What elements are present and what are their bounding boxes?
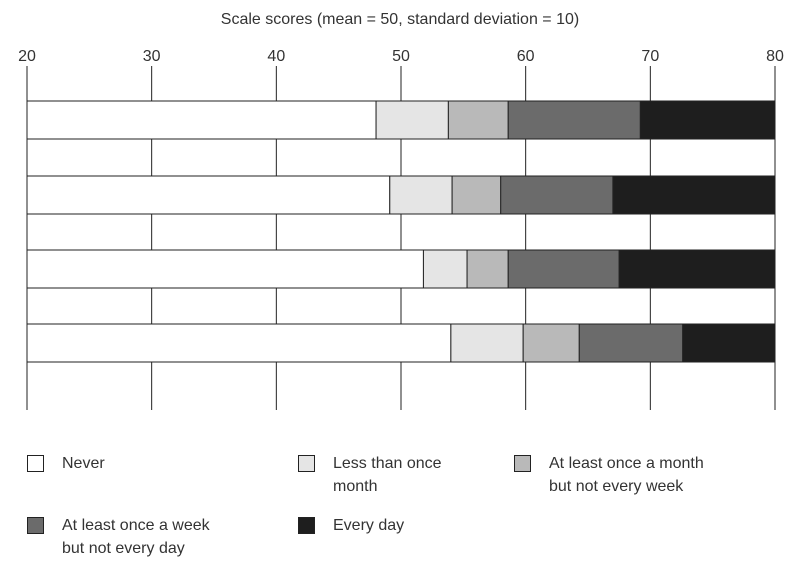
bar-4-segment-4: [578, 323, 684, 363]
bar-2-segment-1: [26, 175, 391, 215]
bar-3-segment-5: [618, 249, 776, 289]
x-tick-label-60: 60: [517, 48, 535, 65]
bar-4-segment-1: [26, 323, 452, 363]
legend-item-once-a-week: At least once a week but not every day: [27, 514, 210, 560]
bar-3-segment-3: [466, 249, 509, 289]
x-tick-label-20: 20: [18, 48, 36, 65]
legend-swatch-once-a-month: [514, 455, 531, 472]
bar-1-segment-2: [375, 100, 449, 140]
x-tick-label-40: 40: [267, 48, 285, 65]
legend-item-every-day: Every day: [298, 514, 404, 537]
x-tick-label-70: 70: [641, 48, 659, 65]
bars: [26, 100, 776, 363]
x-tick-label-30: 30: [143, 48, 161, 65]
legend-label-less-than-once-month: Less than once month: [333, 455, 442, 495]
bar-4-segment-5: [682, 323, 776, 363]
x-tick-labels: 20 30 40 50 60 70 80: [18, 48, 784, 65]
legend-item-never: Never: [27, 452, 105, 475]
legend-swatch-every-day: [298, 517, 315, 534]
bar-4-segment-2: [450, 323, 524, 363]
bar-3-segment-4: [507, 249, 620, 289]
x-axis-title: Scale scores (mean = 50, standard deviat…: [221, 11, 579, 28]
legend-label-every-day: Every day: [333, 517, 405, 534]
bar-1-segment-1: [26, 100, 377, 140]
bar-3-segment-2: [422, 249, 468, 289]
legend-item-once-a-month: At least once a month but not every week: [514, 452, 704, 498]
bar-4-segment-3: [522, 323, 580, 363]
bar-1-segment-4: [507, 100, 641, 140]
legend-swatch-less-than-once-month: [298, 455, 315, 472]
legend-label-never: Never: [62, 455, 105, 472]
legend-item-less-than-once-month: Less than once month: [298, 452, 442, 498]
bar-2-segment-2: [389, 175, 453, 215]
bar-2-segment-4: [500, 175, 614, 215]
legend-label-once-a-week: At least once a week but not every day: [62, 517, 210, 557]
x-tick-label-50: 50: [392, 48, 410, 65]
x-tick-label-80: 80: [766, 48, 784, 65]
legend-swatch-once-a-week: [27, 517, 44, 534]
legend-swatch-never: [27, 455, 44, 472]
bar-1-segment-5: [639, 100, 776, 140]
legend-label-once-a-month: At least once a month but not every week: [549, 455, 704, 495]
bar-2-segment-5: [612, 175, 776, 215]
bar-3-segment-1: [26, 249, 424, 289]
bar-2-segment-3: [451, 175, 502, 215]
